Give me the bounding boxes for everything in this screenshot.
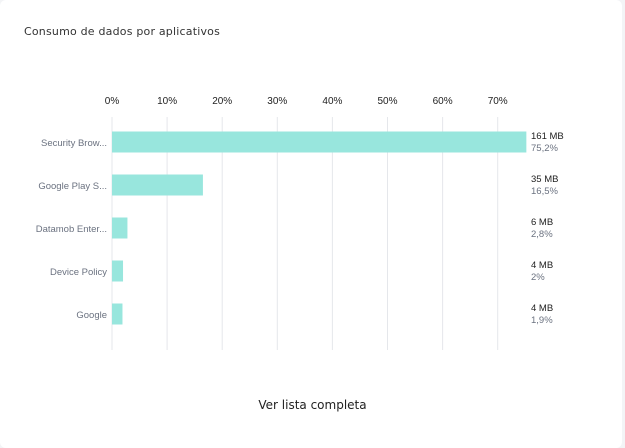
value-percent-label: 75,2%	[531, 143, 558, 154]
x-tick-label: 20%	[212, 96, 232, 107]
x-tick-label: 10%	[157, 96, 177, 107]
x-tick-label: 30%	[267, 96, 287, 107]
value-percent-label: 2%	[531, 272, 545, 283]
bar	[112, 303, 123, 325]
value-percent-label: 2,8%	[531, 229, 553, 240]
value-percent-label: 16,5%	[531, 186, 558, 197]
value-mb-label: 6 MB	[531, 217, 553, 228]
value-percent-label: 1,9%	[531, 315, 553, 326]
bar	[112, 217, 128, 239]
category-label: Device Policy	[50, 267, 107, 278]
x-tick-label: 50%	[377, 96, 397, 107]
x-tick-label: 70%	[488, 96, 508, 107]
x-tick-label: 0%	[105, 96, 120, 107]
bar	[112, 174, 203, 196]
bar	[112, 260, 124, 282]
bar	[112, 131, 527, 153]
category-label: Google Play S...	[38, 181, 107, 192]
value-mb-label: 35 MB	[531, 174, 558, 185]
category-label: Datamob Enter...	[36, 224, 107, 235]
view-full-list-link[interactable]: Ver lista completa	[258, 398, 367, 412]
x-tick-label: 40%	[322, 96, 342, 107]
value-mb-label: 161 MB	[531, 131, 564, 142]
x-tick-label: 60%	[433, 96, 453, 107]
card-title: Consumo de dados por aplicativos	[24, 25, 221, 38]
value-mb-label: 4 MB	[531, 260, 553, 271]
category-label: Google	[76, 310, 107, 321]
category-label: Security Brow...	[41, 138, 107, 149]
value-mb-label: 4 MB	[531, 303, 553, 314]
